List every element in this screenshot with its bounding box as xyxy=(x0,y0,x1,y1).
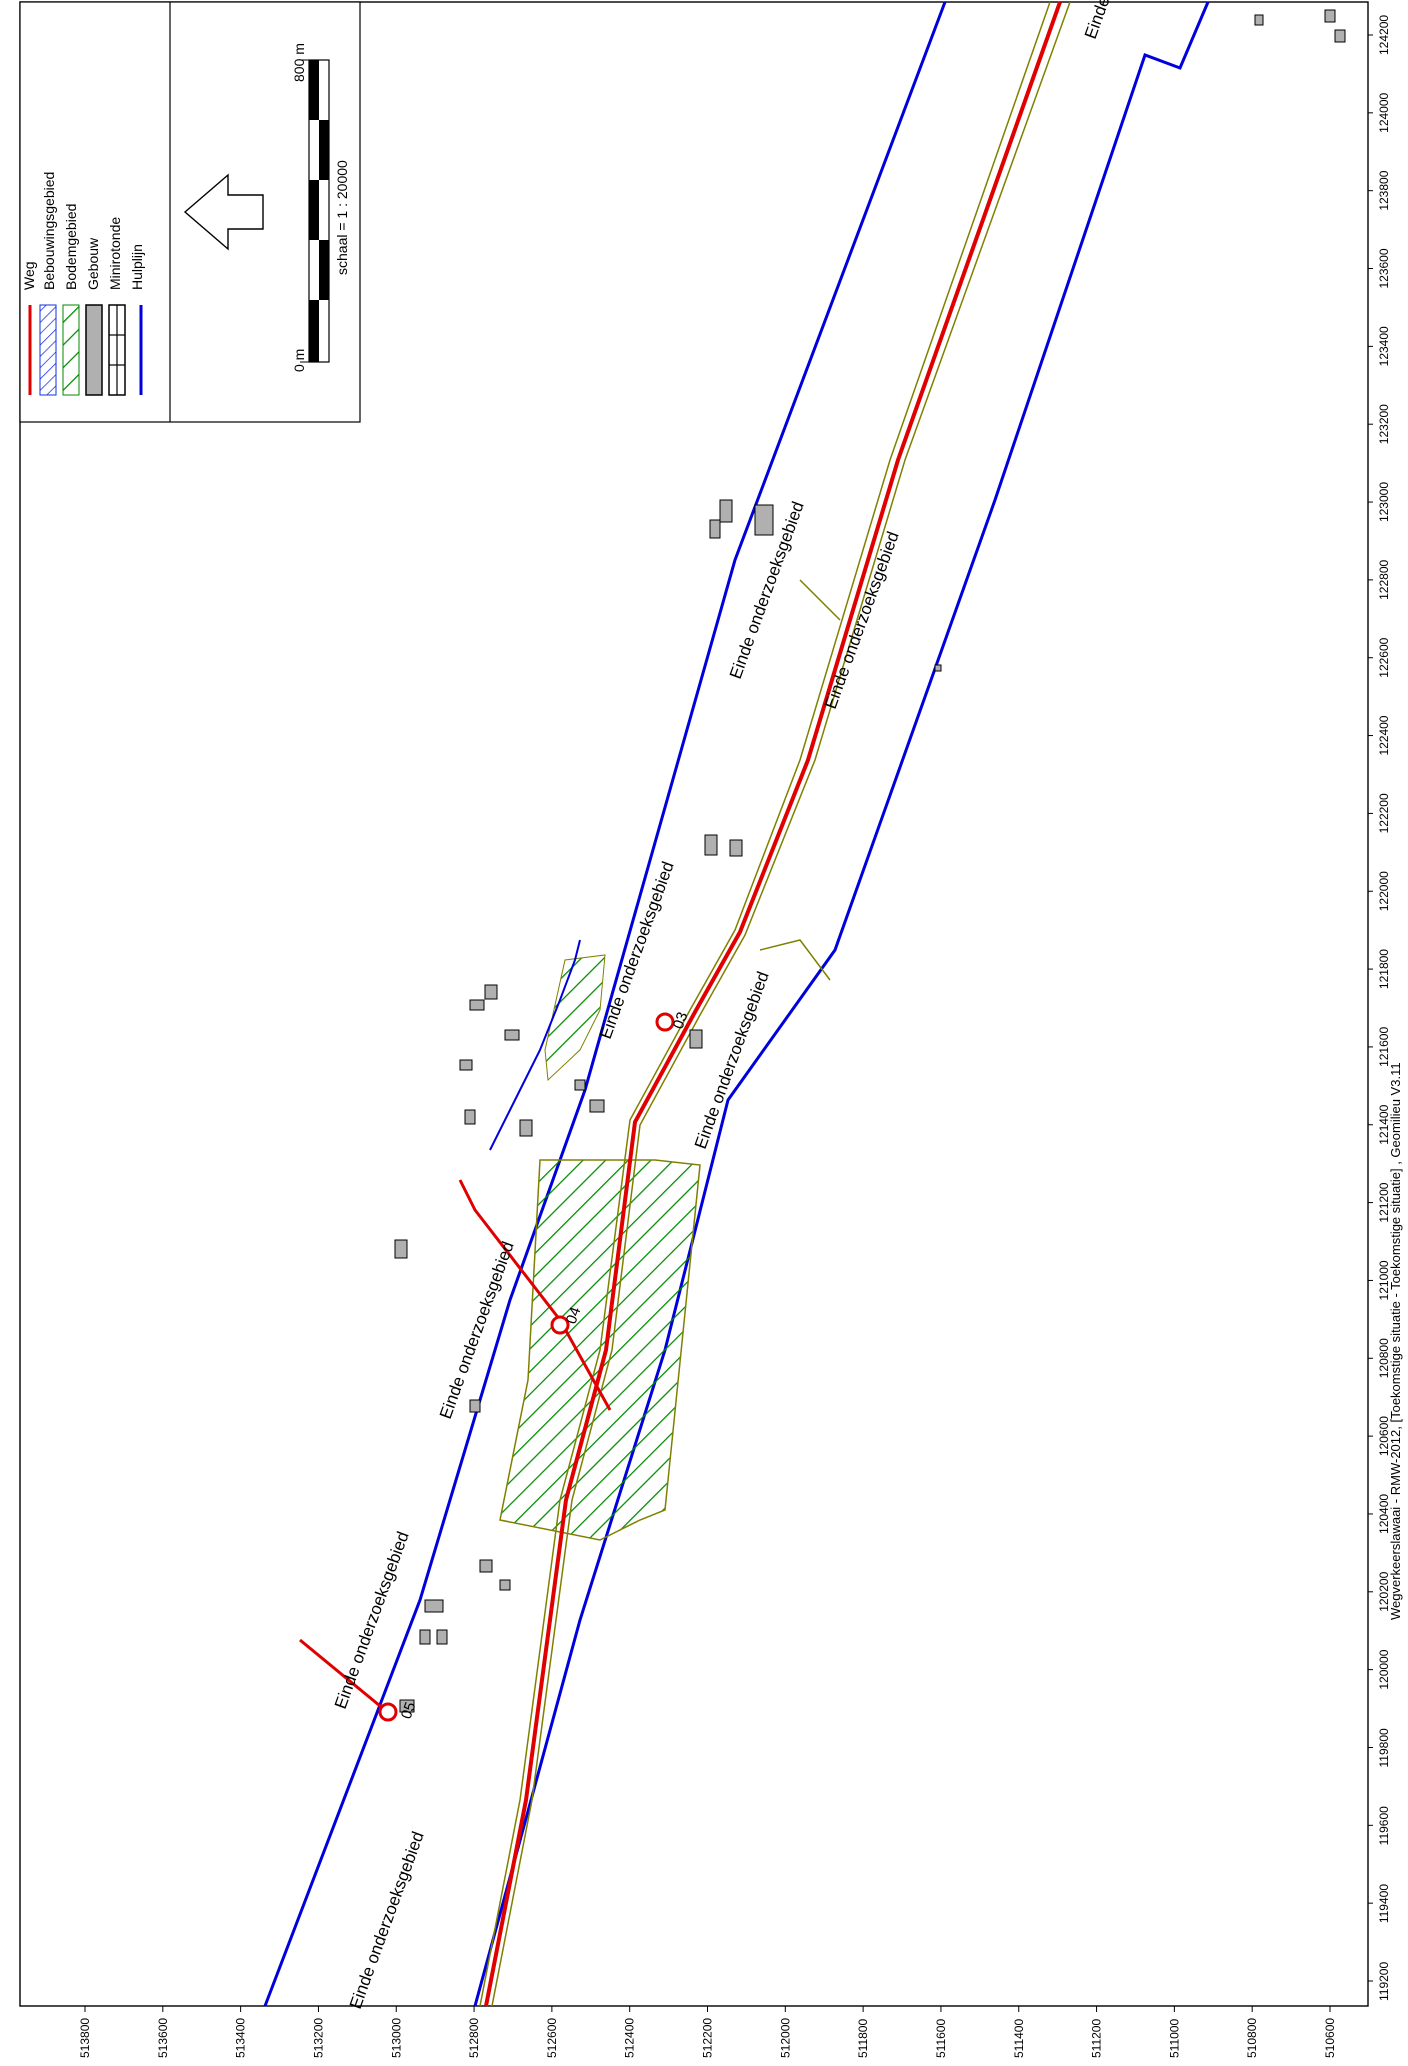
label-einde: Einde xyxy=(1081,0,1114,41)
axis-y-tick-label: 511400 xyxy=(1012,2019,1026,2058)
axis-y-tick-label: 510600 xyxy=(1323,2018,1337,2058)
legend-label-weg: Weg xyxy=(21,261,37,290)
axis-x-tick-label: 124200 xyxy=(1377,15,1391,55)
builtup-strip xyxy=(544,954,606,1082)
axis-y-tick-label: 512600 xyxy=(545,2018,559,2058)
label-einde-onderzoeksgebied: Einde onderzoeksgebied xyxy=(331,1529,413,1711)
axis-x-tick-label: 123000 xyxy=(1377,482,1391,522)
axis-y-tick-label: 511000 xyxy=(1167,2019,1181,2058)
axis-x-tick-label: 123800 xyxy=(1377,170,1391,210)
study-area-boundary-north xyxy=(263,1,947,2007)
legend-label-hulplijn: Hulplijn xyxy=(129,244,145,290)
axis-x-tick-label: 119800 xyxy=(1377,1728,1391,1767)
axis-x-tick-label: 121000 xyxy=(1377,1260,1391,1300)
axis-x-tick-label: 123200 xyxy=(1377,404,1391,444)
map-frame xyxy=(19,1,1369,2007)
label-rotonde-05: 05 xyxy=(398,1700,420,1721)
main-road xyxy=(484,1,1062,2007)
axis-x-tick-label: 121800 xyxy=(1377,949,1391,989)
scalebar xyxy=(300,59,330,363)
side-road-03 xyxy=(759,939,831,981)
axis-x-tick-label: 120800 xyxy=(1377,1338,1391,1378)
axis-x-tick-label: 122000 xyxy=(1377,871,1391,911)
axis-x-tick-label: 123600 xyxy=(1377,248,1391,288)
roundabout-03 xyxy=(655,1012,675,1032)
axis-x-tick-label: 120200 xyxy=(1377,1571,1391,1611)
legend-label-bebouwingsgebied: Bebouwingsgebied xyxy=(41,172,57,290)
axis-x-tick-label: 121400 xyxy=(1377,1104,1391,1144)
axis-y-tick-label: 512200 xyxy=(701,2018,715,2058)
legend-label-minirotonde: Minirotonde xyxy=(107,217,123,290)
scalebar-end-label: 800 m xyxy=(291,43,307,82)
label-rotonde-04: 04 xyxy=(563,1305,585,1326)
axis-x-tick-label: 124000 xyxy=(1377,92,1391,132)
roundabout-05 xyxy=(378,1702,398,1722)
settlement-edge xyxy=(489,939,581,1151)
axis-x-tick-label: 122400 xyxy=(1377,715,1391,755)
road-edge-north xyxy=(479,1,1051,2007)
axis-x-tick-label: 120400 xyxy=(1377,1494,1391,1534)
axis-y-tick-label: 513000 xyxy=(389,2018,403,2058)
axis-y-tick-label: 513200 xyxy=(311,2018,325,2058)
axis-x-tick-label: 119600 xyxy=(1377,1806,1391,1845)
legend-symbol-minirotonde xyxy=(108,304,126,396)
axis-y-tick-label: 512800 xyxy=(467,2018,481,2058)
label-einde-onderzoeksgebied: Einde onderzoeksgebied xyxy=(436,1239,518,1421)
axis-y-tick-label: 513800 xyxy=(78,2018,92,2058)
legend-label-bodemgebied: Bodemgebied xyxy=(63,204,79,290)
legend-symbol-bodemgebied xyxy=(62,304,80,396)
scalebar-scale-text: schaal = 1 : 20000 xyxy=(334,160,350,275)
axis-y-tick-label: 512400 xyxy=(623,2018,637,2058)
side-road-west xyxy=(799,579,841,621)
side-road-04-north xyxy=(458,1179,562,1321)
label-einde-onderzoeksgebied: Einde onderzoeksgebied xyxy=(346,1829,428,2011)
scalebar-start-label: 0 m xyxy=(291,349,307,372)
roundabout-04 xyxy=(550,1315,570,1335)
footer-caption: Wegverkeerslawaai - RMW-2012, [Toekomsti… xyxy=(1388,1062,1403,1620)
axis-y-tick-label: 512000 xyxy=(778,2018,792,2058)
axis-y-tick-label: 511600 xyxy=(934,2019,948,2058)
axis-x-tick-label: 122200 xyxy=(1377,793,1391,833)
axis-y-tick-label: 511200 xyxy=(1090,2019,1104,2058)
north-arrow-icon xyxy=(183,173,264,251)
side-road-04-south xyxy=(558,1319,612,1411)
axis-y-tick-label: 513400 xyxy=(234,2018,248,2058)
label-rotonde-03: 03 xyxy=(670,1010,692,1031)
legend: Weg Bebouwingsgebied Bodemgebied Gebouw … xyxy=(19,1,361,423)
legend-label-gebouw: Gebouw xyxy=(85,237,101,290)
axis-x-tick-label: 120600 xyxy=(1377,1416,1391,1456)
axis-x-tick-label: 119200 xyxy=(1377,1962,1391,2001)
legend-symbol-gebouw xyxy=(85,304,103,396)
axis-y-tick-label: 510800 xyxy=(1245,2018,1259,2058)
axis-x-tick-label: 122800 xyxy=(1377,560,1391,600)
axis-x-tick-label: 119400 xyxy=(1377,1884,1391,1923)
axis-y-tick-label: 513600 xyxy=(156,2018,170,2058)
axis-x: 119200 119400 119600 119800 120000 120200 1204… xyxy=(1368,15,1391,2001)
axis-y: 513800 513600 513400 513200 513000 512800 5126… xyxy=(78,2006,1337,2058)
axis-x-tick-label: 123400 xyxy=(1377,326,1391,366)
axis-x-tick-label: 122600 xyxy=(1377,637,1391,677)
side-road-05 xyxy=(299,1638,386,1712)
buildings xyxy=(394,9,1346,1713)
axis-x-tick-label: 121200 xyxy=(1377,1182,1391,1222)
axis-x-tick-label: 120000 xyxy=(1377,1649,1391,1689)
road-edge-south xyxy=(491,1,1071,2007)
axis-x-tick-label: 121600 xyxy=(1377,1027,1391,1067)
legend-symbol-bebouwingsgebied xyxy=(39,304,57,396)
axis-y-tick-label: 511800 xyxy=(856,2019,870,2058)
